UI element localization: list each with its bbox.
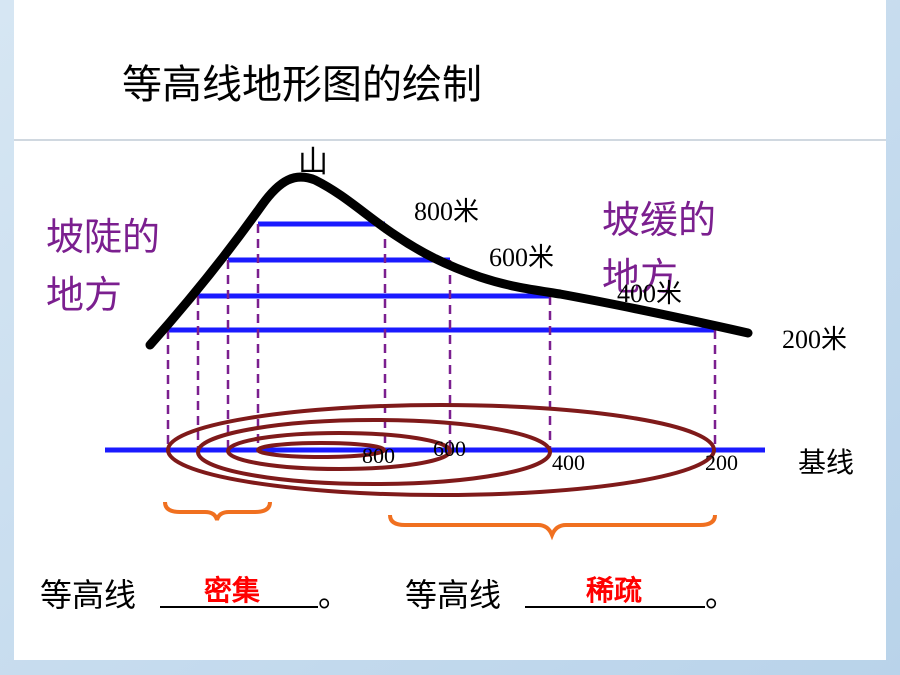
contours	[166, 403, 716, 497]
gentle-note: 地方	[602, 255, 678, 299]
braces	[163, 501, 717, 541]
baseline-mark: 400	[552, 450, 585, 475]
steep-note: 地方	[46, 273, 122, 317]
elevation-label: 600米	[489, 243, 554, 272]
conclusion-prefix: 等高线	[40, 576, 136, 614]
elevation-label: 200米	[782, 325, 847, 354]
steep-note: 坡陡的	[46, 215, 160, 259]
projection-lines	[166, 224, 717, 450]
conclusion-answer: 稀疏	[586, 574, 642, 607]
conclusion-end: 。	[318, 576, 350, 614]
baseline-mark: 800	[362, 443, 395, 468]
peak-label: 山	[298, 145, 328, 180]
conclusion-end: 。	[705, 576, 737, 614]
mountain-profile	[145, 172, 753, 350]
title: 等高线地形图的绘制	[122, 62, 482, 108]
baseline-label: 基线	[798, 446, 854, 479]
elevation-label: 400米	[617, 279, 682, 308]
gentle-note: 坡缓的	[602, 198, 716, 242]
baseline-mark: 200	[705, 450, 738, 475]
elevation-label: 800米	[414, 197, 479, 226]
conclusion-prefix: 等高线	[405, 576, 501, 614]
baseline-mark: 600	[433, 436, 466, 461]
conclusion-answer: 密集	[204, 574, 260, 607]
